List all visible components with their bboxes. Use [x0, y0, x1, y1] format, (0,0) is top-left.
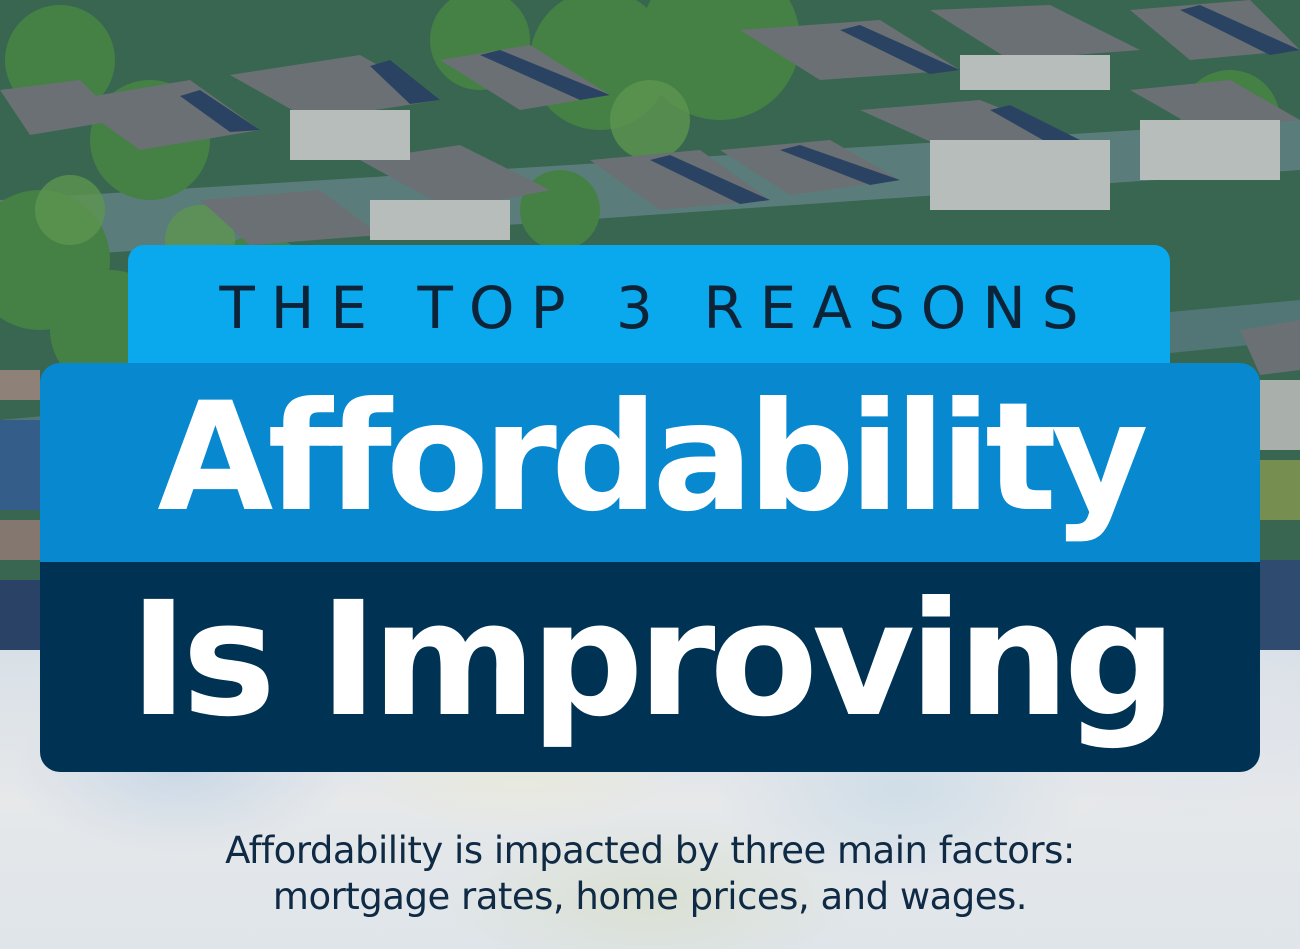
headline-band-bottom — [40, 562, 1260, 772]
headline-line-2: Is Improving — [129, 568, 1177, 752]
headline-line-1: Affordability — [157, 371, 1148, 545]
headline-banner: Affordability Is Improving — [40, 363, 1260, 772]
intro-line-2: mortgage rates, home prices, and wages. — [272, 875, 1028, 918]
kicker-banner: THE TOP 3 REASONS — [128, 245, 1170, 375]
intro-line-1: Affordability is impacted by three main … — [225, 829, 1075, 872]
intro-paragraph: Affordability is impacted by three main … — [0, 828, 1300, 920]
kicker-text: THE TOP 3 REASONS — [219, 274, 1095, 342]
headline-band-top — [40, 363, 1260, 562]
